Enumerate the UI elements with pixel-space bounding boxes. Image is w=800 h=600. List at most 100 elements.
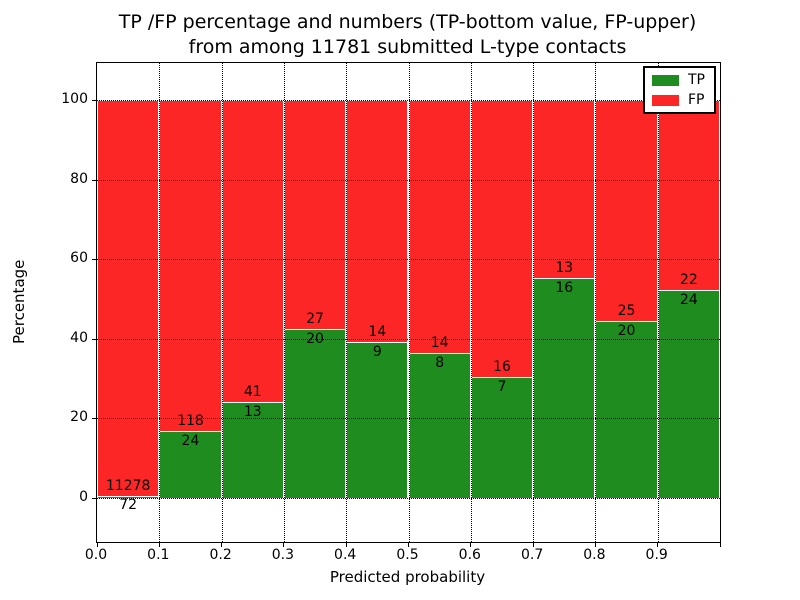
- fp-bar-segment: [159, 100, 222, 431]
- bar-group: 16 7: [470, 63, 534, 542]
- tp-bar-segment: [595, 321, 658, 498]
- fp-bar-segment: [346, 100, 409, 343]
- fp-bar-segment: [470, 100, 534, 377]
- fp-count-label: 11278: [105, 477, 151, 494]
- x-tick-mark: [96, 543, 98, 547]
- fp-bar-segment: [595, 100, 658, 322]
- tp-bar-segment: [470, 376, 534, 498]
- fp-bar-segment: [97, 100, 160, 496]
- chart-title-line1: TP /FP percentage and numbers (TP-bottom…: [118, 11, 697, 33]
- x-tick-mark: [221, 543, 223, 547]
- y-tick-mark: [92, 498, 96, 499]
- tp-bar-segment: [657, 290, 720, 498]
- bar-group: 118 24: [159, 63, 222, 542]
- tp-count-label: 13: [243, 404, 262, 421]
- x-tick-label: 0.1: [147, 547, 170, 563]
- vertical-gridline: [221, 63, 223, 542]
- y-tick-label: 40: [70, 329, 88, 346]
- fp-bar-segment: [408, 100, 471, 354]
- x-tick-mark: [719, 543, 721, 547]
- tp-count-label: 20: [306, 330, 324, 347]
- y-tick-label: 60: [70, 250, 88, 267]
- fp-count-label: 41: [243, 384, 262, 401]
- x-tick-mark: [594, 543, 596, 547]
- x-tick-label: 0.6: [458, 547, 481, 563]
- fp-count-label: 25: [617, 303, 636, 320]
- fp-bar-segment: [657, 100, 720, 291]
- tp-count-label: 20: [617, 323, 636, 340]
- fp-count-label: 16: [493, 358, 511, 375]
- x-tick-label: 0.9: [645, 547, 668, 563]
- fp-count-label: 14: [430, 335, 449, 352]
- fp-count-label: 13: [555, 260, 574, 277]
- legend-swatch-fp: [652, 94, 679, 106]
- x-tick-label: 0.0: [84, 547, 108, 563]
- tp-count-label: 72: [119, 497, 138, 514]
- fp-count-label: 27: [306, 310, 324, 327]
- tp-bar-segment: [533, 278, 596, 498]
- y-tick-labels: 0 20 40 60 80 100: [40, 62, 88, 541]
- bar-group: 25 20: [595, 63, 658, 542]
- y-tick-label: 100: [61, 91, 88, 107]
- x-tick-label: 0.4: [334, 547, 357, 563]
- y-tick-label: 0: [79, 489, 88, 505]
- vertical-gridline: [533, 63, 535, 542]
- fp-count-label: 22: [679, 272, 698, 289]
- fp-bar-segment: [283, 100, 347, 329]
- vertical-gridline: [159, 63, 161, 542]
- tp-count-label: 8: [435, 355, 445, 372]
- x-tick-label: 0.5: [396, 547, 419, 563]
- legend-swatch-tp: [652, 74, 679, 86]
- bar-group: 22 24: [657, 63, 720, 542]
- y-tick-label: 20: [70, 409, 88, 426]
- x-tick-label: 0.8: [583, 547, 606, 563]
- legend: TP FP: [643, 66, 716, 114]
- x-tick-mark: [158, 543, 160, 547]
- tp-bar-segment: [283, 328, 347, 498]
- tp-count-label: 24: [181, 432, 200, 449]
- tp-count-label: 7: [497, 378, 507, 395]
- vertical-gridline: [283, 63, 285, 542]
- x-tick-label: 0.7: [520, 547, 544, 563]
- chart-title: TP /FP percentage and numbers (TP-bottom…: [96, 10, 719, 60]
- legend-item: FP: [652, 93, 705, 107]
- y-tick-label: 80: [70, 170, 88, 187]
- bar-group: 14 8: [408, 63, 471, 542]
- x-tick-mark: [283, 543, 285, 547]
- bar-group: 13 16: [533, 63, 596, 542]
- vertical-gridline: [657, 63, 659, 542]
- x-axis-label: Predicted probability: [329, 568, 486, 586]
- fp-bar-segment: [533, 100, 596, 279]
- legend-label: FP: [688, 92, 705, 108]
- fp-bar-segment: [221, 100, 284, 403]
- tp-count-label: 24: [679, 292, 698, 309]
- tp-count-label: 9: [372, 344, 382, 361]
- x-tick-labels: 0.0 0.1 0.2 0.3 0.4 0.5 0.6 0.7 0.8 0.9: [85, 547, 719, 565]
- vertical-gridline: [408, 63, 410, 542]
- tp-count-label: 16: [555, 280, 574, 297]
- plot-area: 11278 72 118 24 41 13 27 20 14 9 14 8 16 7 13 16 25 20 22 2…: [92, 62, 721, 547]
- y-tick-mark: [92, 100, 96, 101]
- tp-bar-segment: [408, 353, 471, 498]
- vertical-gridline: [346, 63, 348, 542]
- bar-group: 27 20: [283, 63, 347, 542]
- legend-item: TP: [652, 73, 705, 87]
- fp-count-label: 14: [368, 324, 387, 341]
- tp-bar-segment: [97, 495, 160, 498]
- y-tick-mark: [92, 179, 96, 181]
- x-tick-mark: [657, 543, 659, 547]
- y-tick-mark: [92, 338, 96, 340]
- vertical-gridline: [595, 63, 597, 542]
- legend-label: TP: [688, 72, 705, 88]
- vertical-gridline: [470, 63, 472, 542]
- x-tick-mark: [470, 543, 472, 547]
- chart-title-line2: from among 11781 submitted L-type contac…: [188, 36, 627, 59]
- fp-count-label: 118: [177, 412, 204, 429]
- tp-bar-segment: [221, 402, 284, 498]
- bar-group: 41 13: [221, 63, 284, 542]
- y-tick-mark: [92, 418, 96, 420]
- x-tick-label: 0.3: [271, 547, 295, 563]
- x-tick-mark: [408, 543, 409, 547]
- y-tick-mark: [92, 259, 96, 261]
